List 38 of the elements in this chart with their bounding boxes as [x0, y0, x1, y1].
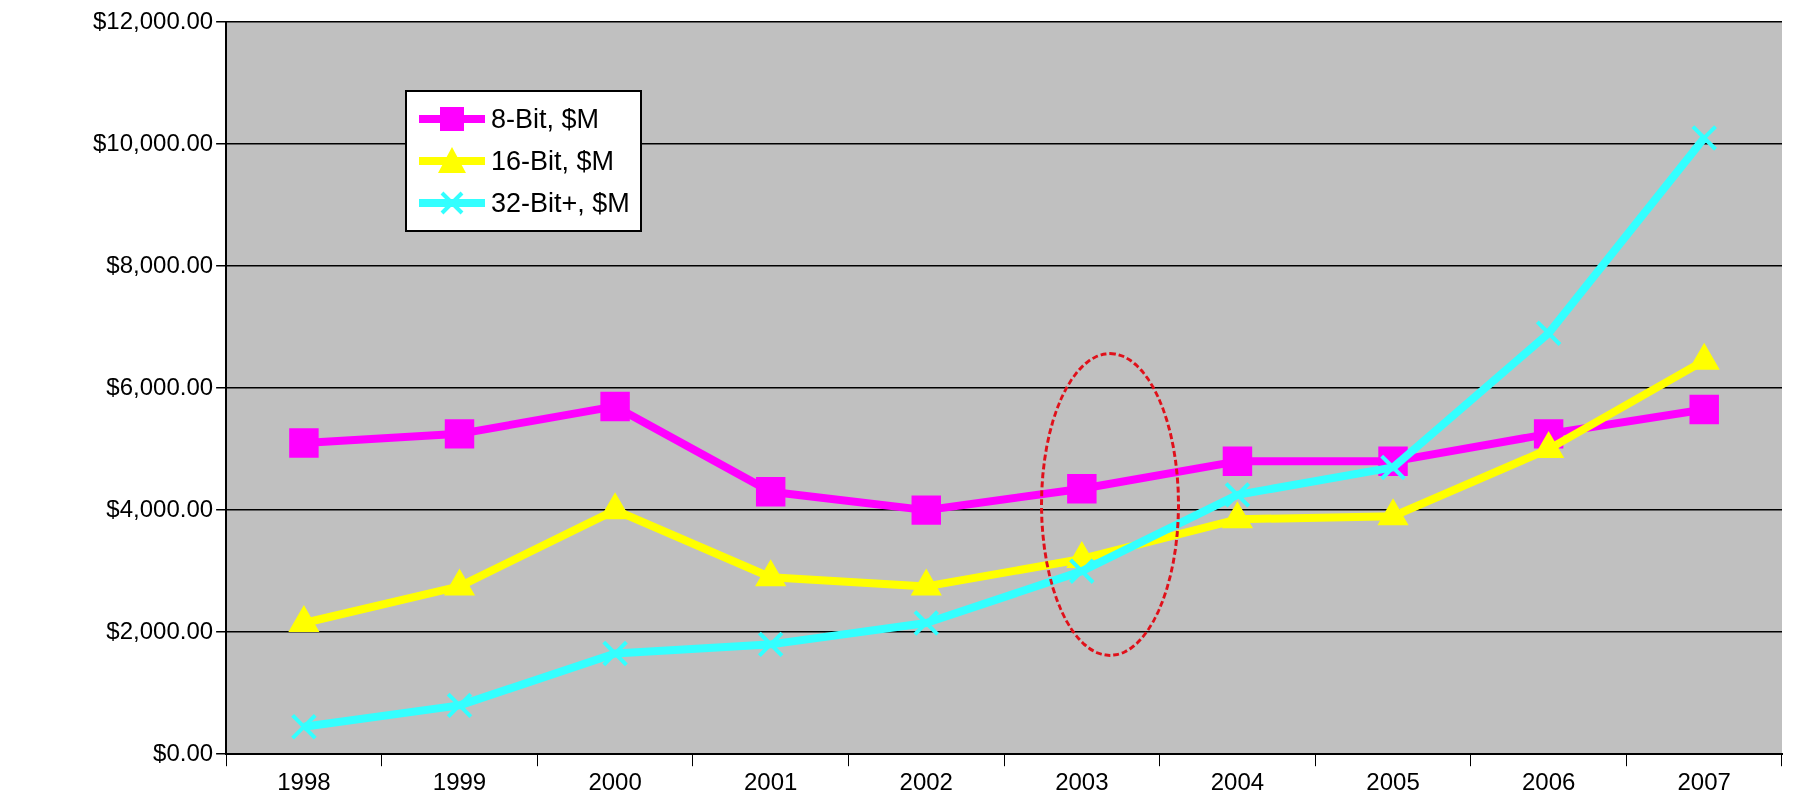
x-tick-label: 2006	[1521, 768, 1576, 796]
point	[1689, 394, 1719, 425]
x-tick-label: 2001	[743, 768, 798, 796]
legend-label: 32-Bit+, $M	[491, 187, 630, 219]
point	[1379, 454, 1407, 481]
point	[1067, 474, 1097, 504]
x-tick-label: 2005	[1366, 768, 1420, 796]
y-tick-label: $8,000.00	[106, 250, 214, 278]
x-tick-label: 1998	[277, 768, 331, 796]
point	[444, 419, 475, 449]
point	[1535, 319, 1562, 347]
point	[1690, 124, 1718, 152]
point	[1222, 446, 1253, 477]
point	[600, 391, 630, 422]
point	[290, 713, 318, 741]
point	[446, 692, 473, 719]
point	[1224, 481, 1251, 509]
point	[1068, 557, 1096, 585]
x-tick-label: 2002	[899, 768, 953, 796]
point	[601, 640, 629, 667]
y-tick-label: $10,000.00	[92, 128, 214, 156]
x-tick-label: 2000	[588, 768, 642, 796]
y-tick-label: $4,000.00	[106, 494, 214, 522]
y-tick-label: $12,000.00	[92, 6, 214, 34]
x-tick-label: 2004	[1210, 768, 1265, 796]
x-tick-label: 1999	[432, 768, 487, 796]
y-tick-label: $0.00	[153, 738, 214, 766]
y-tick-label: $6,000.00	[106, 372, 214, 400]
point	[755, 477, 786, 507]
point	[912, 609, 940, 637]
point	[289, 428, 319, 458]
x-tick-label: 2007	[1677, 768, 1731, 796]
legend-label: 16-Bit, $M	[491, 145, 615, 177]
y-tick-label: $2,000.00	[106, 616, 214, 644]
x-tick-label: 2003	[1055, 768, 1109, 796]
legend-label: 8-Bit, $M	[491, 103, 600, 135]
point	[757, 631, 784, 658]
point	[911, 495, 941, 525]
